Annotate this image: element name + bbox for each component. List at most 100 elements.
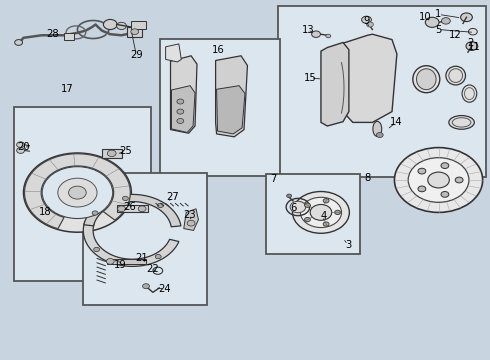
Text: 9: 9 <box>363 16 370 26</box>
Text: 29: 29 <box>130 50 143 60</box>
Polygon shape <box>171 56 197 133</box>
Circle shape <box>177 99 184 104</box>
Polygon shape <box>83 221 179 266</box>
Bar <box>131 21 146 29</box>
Text: 6: 6 <box>290 203 296 213</box>
Circle shape <box>17 142 24 148</box>
Text: 22: 22 <box>147 264 159 274</box>
Text: 10: 10 <box>419 12 432 22</box>
Circle shape <box>418 168 426 174</box>
Bar <box>14 107 151 281</box>
Circle shape <box>441 18 450 24</box>
Text: 5: 5 <box>435 24 442 35</box>
Ellipse shape <box>373 121 382 136</box>
Text: 24: 24 <box>158 284 171 294</box>
Circle shape <box>425 17 439 27</box>
Circle shape <box>335 210 341 215</box>
Circle shape <box>323 199 329 203</box>
Circle shape <box>418 186 426 192</box>
Circle shape <box>94 247 99 252</box>
Text: 25: 25 <box>119 146 132 156</box>
Circle shape <box>441 192 449 197</box>
Circle shape <box>103 19 117 30</box>
Ellipse shape <box>416 69 436 90</box>
Circle shape <box>187 220 195 226</box>
Polygon shape <box>343 34 397 122</box>
Text: 26: 26 <box>123 202 136 212</box>
Circle shape <box>17 148 24 153</box>
Circle shape <box>394 148 483 212</box>
Circle shape <box>177 118 184 123</box>
Circle shape <box>24 153 131 232</box>
Polygon shape <box>217 86 245 134</box>
Circle shape <box>118 206 125 212</box>
Ellipse shape <box>446 66 466 85</box>
Bar <box>266 174 360 254</box>
Circle shape <box>58 178 97 207</box>
Circle shape <box>310 204 332 220</box>
Circle shape <box>107 150 116 157</box>
Bar <box>127 27 142 37</box>
Circle shape <box>466 42 478 50</box>
Circle shape <box>143 284 149 289</box>
Circle shape <box>300 197 342 228</box>
Circle shape <box>122 260 128 265</box>
Text: 17: 17 <box>61 84 74 94</box>
Polygon shape <box>184 209 198 230</box>
Text: 8: 8 <box>365 173 370 183</box>
Circle shape <box>42 167 113 219</box>
Text: 28: 28 <box>47 29 59 39</box>
Polygon shape <box>166 44 181 62</box>
Polygon shape <box>84 194 181 227</box>
Polygon shape <box>216 56 247 137</box>
Circle shape <box>367 22 373 27</box>
Circle shape <box>157 203 163 208</box>
Bar <box>102 149 122 158</box>
Circle shape <box>468 28 477 35</box>
Circle shape <box>117 22 126 30</box>
Text: 11: 11 <box>468 42 481 52</box>
Circle shape <box>92 211 98 215</box>
Circle shape <box>455 177 463 183</box>
Circle shape <box>408 158 469 202</box>
Text: 3: 3 <box>345 240 351 250</box>
Circle shape <box>304 203 310 207</box>
Polygon shape <box>24 154 130 229</box>
Circle shape <box>362 16 371 23</box>
Circle shape <box>15 40 23 45</box>
Bar <box>278 6 486 177</box>
Text: 21: 21 <box>136 253 148 263</box>
Circle shape <box>376 132 383 138</box>
Ellipse shape <box>413 66 440 93</box>
Circle shape <box>304 217 310 222</box>
Text: 19: 19 <box>114 260 127 270</box>
Text: 1: 1 <box>435 9 442 19</box>
Text: 23: 23 <box>183 210 196 220</box>
Text: 4: 4 <box>320 211 326 221</box>
Text: 15: 15 <box>304 73 317 83</box>
Bar <box>160 39 280 176</box>
Text: 2: 2 <box>467 38 474 48</box>
Circle shape <box>428 172 449 188</box>
Circle shape <box>177 109 184 114</box>
Text: 13: 13 <box>301 24 314 35</box>
Circle shape <box>441 163 449 168</box>
Bar <box>64 33 74 40</box>
Circle shape <box>312 31 320 37</box>
Circle shape <box>138 206 146 212</box>
Circle shape <box>461 13 472 22</box>
Ellipse shape <box>462 85 477 102</box>
Circle shape <box>69 186 86 199</box>
Circle shape <box>106 258 114 264</box>
Circle shape <box>326 34 331 38</box>
Ellipse shape <box>449 116 474 129</box>
Bar <box>83 173 207 305</box>
Polygon shape <box>172 86 195 132</box>
Circle shape <box>323 222 329 226</box>
Text: 20: 20 <box>17 142 30 152</box>
Polygon shape <box>321 42 349 126</box>
Text: 12: 12 <box>449 30 462 40</box>
Circle shape <box>155 255 161 259</box>
Text: 27: 27 <box>166 192 179 202</box>
Circle shape <box>131 29 139 35</box>
